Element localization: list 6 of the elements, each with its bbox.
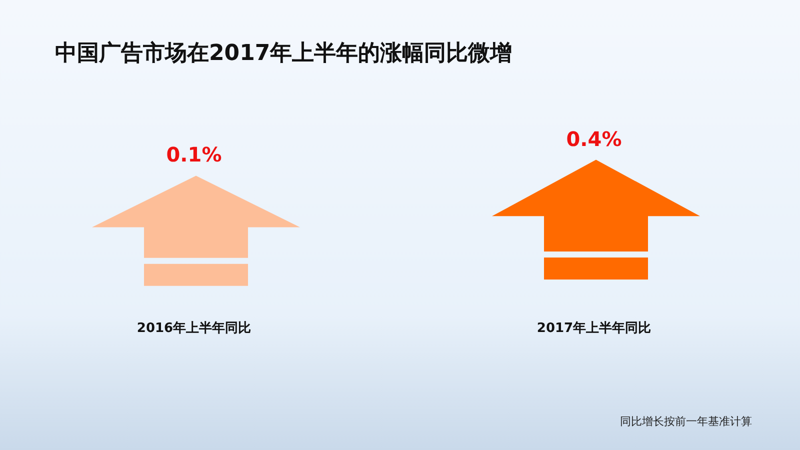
category-label: 2017年上半年同比 (536, 321, 652, 336)
text: 同比增长按前一年基准计算 (620, 415, 752, 428)
data-label: 0.4% (566, 126, 622, 151)
text: 中国广告市场在2017年上半年的涨幅同比微增 (55, 40, 512, 66)
data-label: 0.1% (166, 142, 222, 167)
category-label: 2016年上半年同比 (136, 321, 252, 336)
